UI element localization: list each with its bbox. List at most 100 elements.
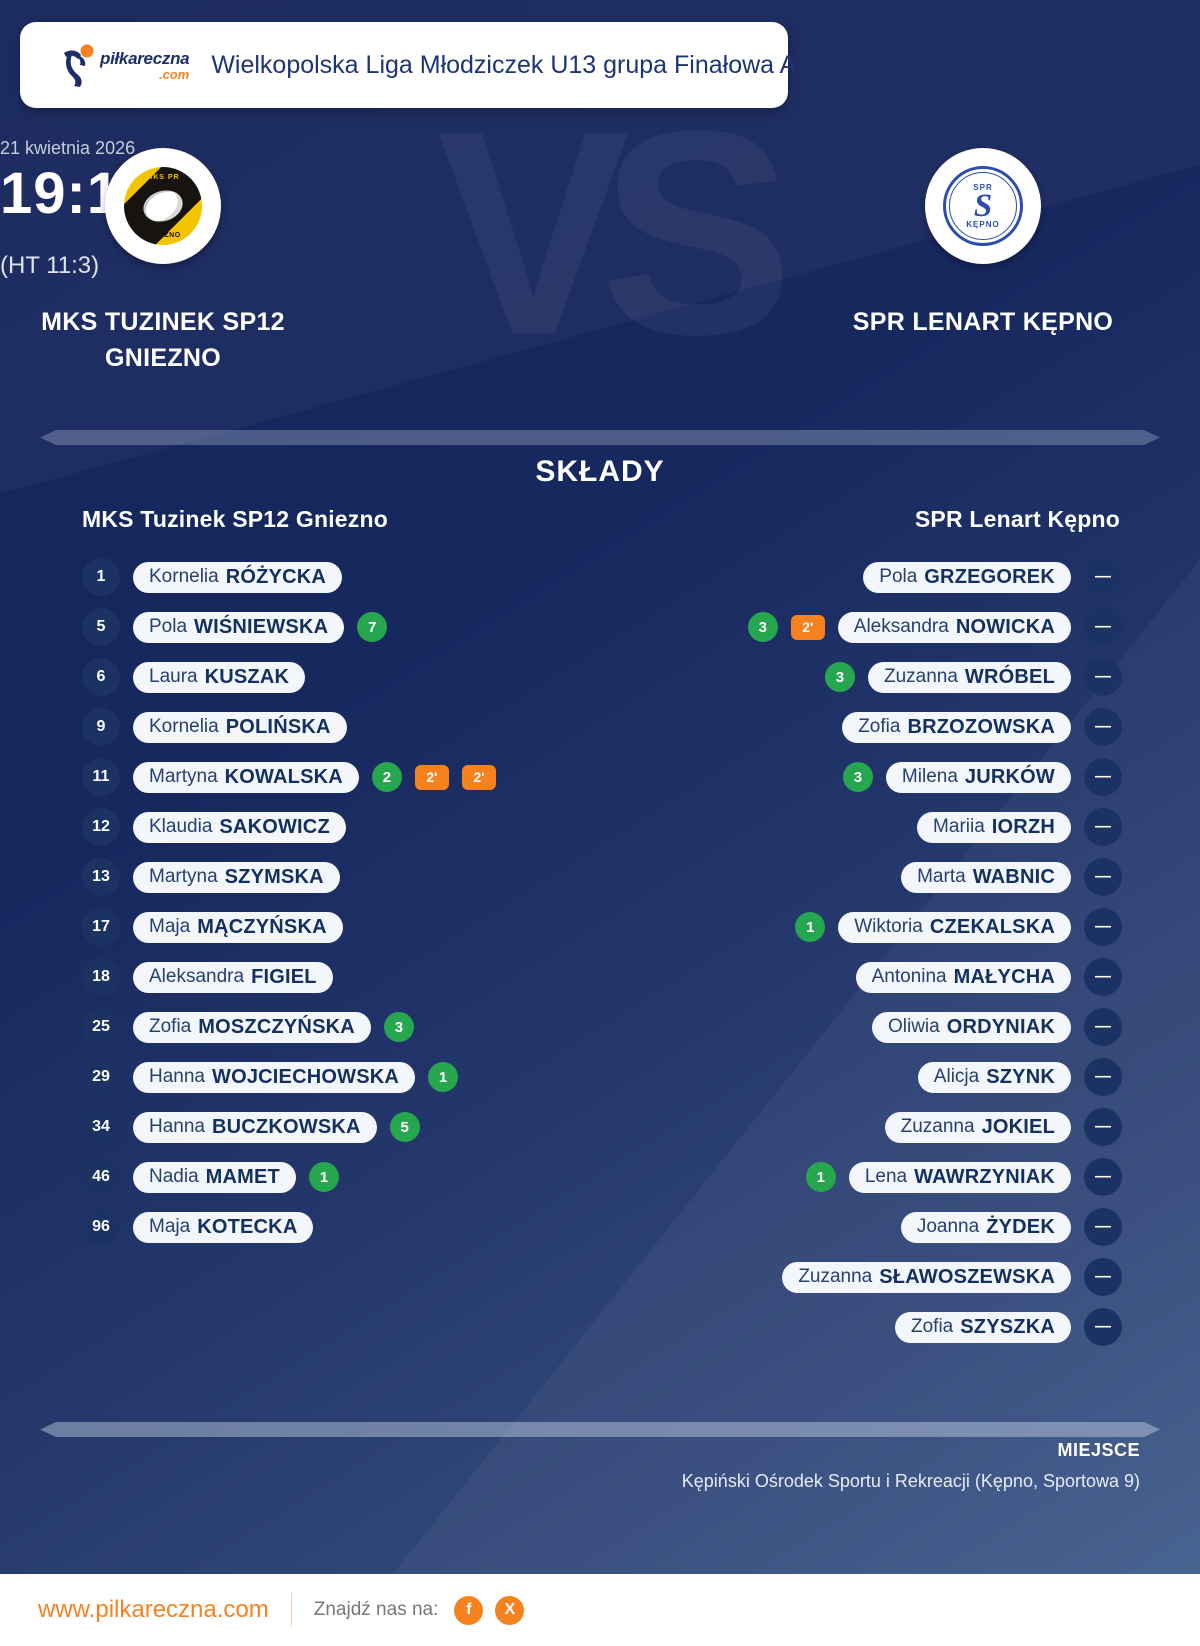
player-first-name: Martyna bbox=[149, 866, 218, 887]
goals-badge: 1 bbox=[805, 1162, 836, 1192]
player-number-dash: — bbox=[1084, 1258, 1122, 1296]
player-first-name: Kornelia bbox=[149, 716, 219, 737]
player-name-pill: Zofia BRZOZOWSKA bbox=[842, 711, 1071, 743]
player-first-name: Milena bbox=[901, 766, 958, 787]
goals-badge: 5 bbox=[389, 1112, 420, 1142]
player-row: 25 Zofia MOSZCZYŃSKA 3 bbox=[82, 1002, 592, 1052]
player-first-name: Zofia bbox=[149, 1016, 192, 1037]
x-icon[interactable]: X bbox=[495, 1595, 525, 1625]
player-first-name: Pola bbox=[879, 566, 918, 587]
player-name-pill: Nadia MAMET bbox=[133, 1161, 296, 1193]
player-last-name: JURKÓW bbox=[964, 765, 1055, 788]
player-name-pill: Aleksandra NOWICKA bbox=[837, 611, 1071, 643]
player-last-name: SAKOWICZ bbox=[219, 815, 330, 838]
player-last-name: KUSZAK bbox=[204, 665, 290, 688]
league-title: Wielkopolska Liga Młodziczek U13 grupa F… bbox=[211, 50, 797, 79]
player-first-name: Martyna bbox=[149, 766, 218, 787]
player-name-pill: Zuzanna WRÓBEL bbox=[867, 661, 1071, 693]
away-team-block: SPR S KĘPNO SPR LENART KĘPNO bbox=[850, 148, 1116, 340]
goals-badge: 3 bbox=[824, 662, 855, 692]
player-name-pill: Milena JURKÓW bbox=[885, 761, 1071, 793]
player-number-dash: — bbox=[1084, 808, 1122, 846]
venue-label: MIEJSCE bbox=[1057, 1440, 1140, 1460]
player-row: Pola GRZEGOREK — bbox=[612, 552, 1122, 602]
player-name-pill: Pola GRZEGOREK bbox=[863, 561, 1071, 593]
player-number: 13 bbox=[82, 858, 120, 896]
away-crest-letter: S bbox=[973, 187, 993, 224]
player-last-name: WRÓBEL bbox=[964, 665, 1055, 688]
player-first-name: Marta bbox=[917, 866, 966, 887]
player-last-name: WABNIC bbox=[972, 865, 1055, 888]
player-number: 46 bbox=[82, 1158, 120, 1196]
player-last-name: ORDYNIAK bbox=[946, 1015, 1055, 1038]
player-first-name: Laura bbox=[149, 666, 198, 687]
venue-block: MIEJSCE Kępiński Ośrodek Sportu i Rekrea… bbox=[682, 1440, 1140, 1492]
two-minute-badge: 2' bbox=[461, 764, 496, 790]
player-row: Oliwia ORDYNIAK — bbox=[612, 1002, 1122, 1052]
player-first-name: Hanna bbox=[149, 1066, 205, 1087]
player-last-name: IORZH bbox=[991, 815, 1055, 838]
vs-watermark: VS bbox=[436, 71, 794, 395]
player-first-name: Wiktoria bbox=[854, 916, 923, 937]
player-number: 6 bbox=[82, 658, 120, 696]
player-last-name: POLIŃSKA bbox=[225, 715, 331, 738]
player-number-dash: — bbox=[1084, 1208, 1122, 1246]
player-name-pill: Pola WIŚNIEWSKA bbox=[133, 611, 345, 643]
player-row: 96 Maja KOTECKA bbox=[82, 1202, 592, 1252]
player-last-name: CZEKALSKA bbox=[929, 915, 1055, 938]
player-row: Zuzanna SŁAWOSZEWSKA — bbox=[612, 1252, 1122, 1302]
goals-badge: 7 bbox=[357, 612, 388, 642]
player-first-name: Antonina bbox=[871, 966, 947, 987]
player-last-name: SŁAWOSZEWSKA bbox=[879, 1265, 1055, 1288]
player-number-dash: — bbox=[1084, 1058, 1122, 1096]
player-last-name: MAŁYCHA bbox=[953, 965, 1055, 988]
player-number-dash: — bbox=[1084, 608, 1122, 646]
player-row: 12 Klaudia SAKOWICZ bbox=[82, 802, 592, 852]
player-first-name: Zuzanna bbox=[798, 1266, 873, 1287]
player-first-name: Oliwia bbox=[887, 1016, 940, 1037]
player-name-pill: Oliwia ORDYNIAK bbox=[871, 1011, 1071, 1043]
lineups: 1 Kornelia RÓŻYCKA 5 Pola WIŚNIEWSKA 7 6 Laura KU… bbox=[82, 552, 1122, 1352]
player-number-dash: — bbox=[1084, 1108, 1122, 1146]
player-last-name: SZYMSKA bbox=[224, 865, 324, 888]
player-name-pill: Zofia MOSZCZYŃSKA bbox=[133, 1011, 371, 1043]
player-row: 6 Laura KUSZAK bbox=[82, 652, 592, 702]
player-row: 46 Nadia MAMET 1 bbox=[82, 1152, 592, 1202]
player-number: 5 bbox=[82, 608, 120, 646]
player-row: Zofia BRZOZOWSKA — bbox=[612, 702, 1122, 752]
logo-wordmark: piłkareczna .com bbox=[100, 48, 190, 81]
player-name-pill: Marta WABNIC bbox=[901, 861, 1071, 893]
player-number: 17 bbox=[82, 908, 120, 946]
player-first-name: Aleksandra bbox=[149, 966, 245, 987]
footer-bar: www.pilkareczna.com Znajdź nas na: f X bbox=[0, 1574, 1200, 1646]
player-number-dash: — bbox=[1084, 1158, 1122, 1196]
player-last-name: WOJCIECHOWSKA bbox=[212, 1065, 400, 1088]
logo-name: piłkareczna bbox=[100, 48, 190, 68]
goals-badge: 3 bbox=[747, 612, 778, 642]
facebook-icon[interactable]: f bbox=[454, 1595, 484, 1625]
player-number-dash: — bbox=[1084, 758, 1122, 796]
player-name-pill: Aleksandra FIGIEL bbox=[133, 961, 333, 993]
player-name-pill: Zuzanna JOKIEL bbox=[884, 1111, 1071, 1143]
goals-badge: 2 bbox=[371, 762, 402, 792]
away-lineup-header: SPR Lenart Kępno bbox=[914, 506, 1120, 532]
player-last-name: BRZOZOWSKA bbox=[907, 715, 1055, 738]
player-name-pill: Mariia IORZH bbox=[917, 811, 1071, 843]
website-link[interactable]: www.pilkareczna.com bbox=[38, 1596, 269, 1623]
player-last-name: FIGIEL bbox=[251, 965, 317, 988]
player-first-name: Aleksandra bbox=[853, 616, 949, 637]
player-row: Alicja SZYNK — bbox=[612, 1052, 1122, 1102]
player-number-dash: — bbox=[1084, 708, 1122, 746]
player-number: 29 bbox=[82, 1058, 120, 1096]
away-crest-text-bottom: KĘPNO bbox=[966, 220, 1000, 230]
pilkareczna-logo: piłkareczna .com bbox=[58, 43, 190, 87]
player-last-name: SZYSZKA bbox=[960, 1315, 1055, 1338]
player-number-dash: — bbox=[1084, 858, 1122, 896]
lineup-column-headers: MKS Tuzinek SP12 Gniezno SPR Lenart Kępn… bbox=[82, 506, 1120, 533]
home-team-name: MKS TUZINEK SP12 GNIEZNO bbox=[30, 304, 296, 376]
player-row: 5 Pola WIŚNIEWSKA 7 bbox=[82, 602, 592, 652]
player-first-name: Lena bbox=[864, 1166, 908, 1187]
footer-separator bbox=[290, 1593, 292, 1627]
player-first-name: Hanna bbox=[149, 1116, 205, 1137]
player-name-pill: Martyna SZYMSKA bbox=[133, 861, 340, 893]
